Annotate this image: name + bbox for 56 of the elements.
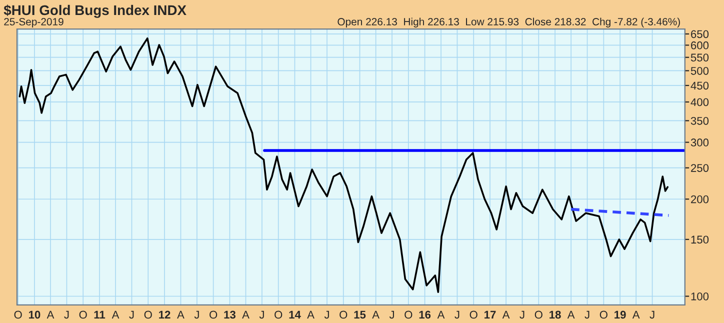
x-tick-label: O xyxy=(470,310,478,319)
y-tick-label: 350 xyxy=(690,116,709,125)
x-tick-label: J xyxy=(324,310,329,319)
x-tick-label: J xyxy=(520,310,524,319)
x-tick-label: A xyxy=(46,310,54,319)
x-tick-label: J xyxy=(64,310,69,319)
x-tick-label: O xyxy=(144,310,152,319)
x-tick-label: J xyxy=(650,310,654,319)
x-tick-label: J xyxy=(584,310,590,319)
y-tick-label: 250 xyxy=(691,164,709,172)
x-tick-label: J xyxy=(454,310,460,319)
x-tick-label: 16 xyxy=(419,310,431,319)
x-tick-label: 17 xyxy=(484,310,496,319)
x-tick-label: J xyxy=(194,310,199,319)
x-tick-label: A xyxy=(112,310,120,319)
text: Open 226.13 High 226.13 Low 215.93 Close 218.32 Chg -7.82 (-3.46%) xyxy=(338,18,680,28)
x-tick-label: O xyxy=(340,310,348,319)
x-tick-label: A xyxy=(437,310,445,319)
y-tick-label: 450 xyxy=(690,82,709,90)
x-tick-label: J xyxy=(129,310,134,319)
y-tick-label: 400 xyxy=(690,98,709,106)
x-tick-label: O xyxy=(534,310,542,319)
x-tick-label: 11 xyxy=(94,310,106,319)
y-tick-label: 550 xyxy=(690,54,709,62)
x-tick-label: O xyxy=(14,310,22,319)
y-tick-label: 500 xyxy=(690,66,709,75)
y-tick-label: 600 xyxy=(691,41,709,50)
y-tick-label: 300 xyxy=(690,138,709,146)
x-tick-label: A xyxy=(372,310,380,319)
y-tick-label: 150 xyxy=(691,236,709,244)
x-tick-label: 12 xyxy=(159,310,170,319)
x-tick-label: O xyxy=(79,310,87,319)
x-tick-label: 13 xyxy=(224,310,236,319)
y-tick-label: 100 xyxy=(691,292,709,300)
x-tick-label: 18 xyxy=(550,310,561,319)
x-tick-label: O xyxy=(210,310,218,319)
x-tick-label: A xyxy=(567,310,575,319)
y-tick-label: 650 xyxy=(691,30,709,38)
x-tick-label: 15 xyxy=(354,310,366,319)
x-tick-label: J xyxy=(259,310,264,319)
y-tick-label: 200 xyxy=(691,195,709,204)
x-tick-label: 19 xyxy=(614,310,626,319)
x-tick-label: A xyxy=(632,310,640,319)
x-tick-label: O xyxy=(404,310,412,319)
x-tick-label: A xyxy=(307,310,314,319)
x-tick-label: J xyxy=(389,310,394,319)
x-tick-label: A xyxy=(177,310,184,319)
x-tick-label: O xyxy=(600,310,608,319)
line-series xyxy=(18,37,669,294)
x-tick-label: 10 xyxy=(28,310,40,319)
chart-title: $HUI Gold Bugs Index INDX xyxy=(4,4,186,18)
x-tick-label: A xyxy=(242,310,250,319)
x-tick-label: O xyxy=(274,310,282,319)
x-tick-label: 14 xyxy=(289,310,301,319)
x-tick-label: A xyxy=(502,310,510,319)
chart-subtitle: 25-Sep-2019 xyxy=(4,18,64,28)
